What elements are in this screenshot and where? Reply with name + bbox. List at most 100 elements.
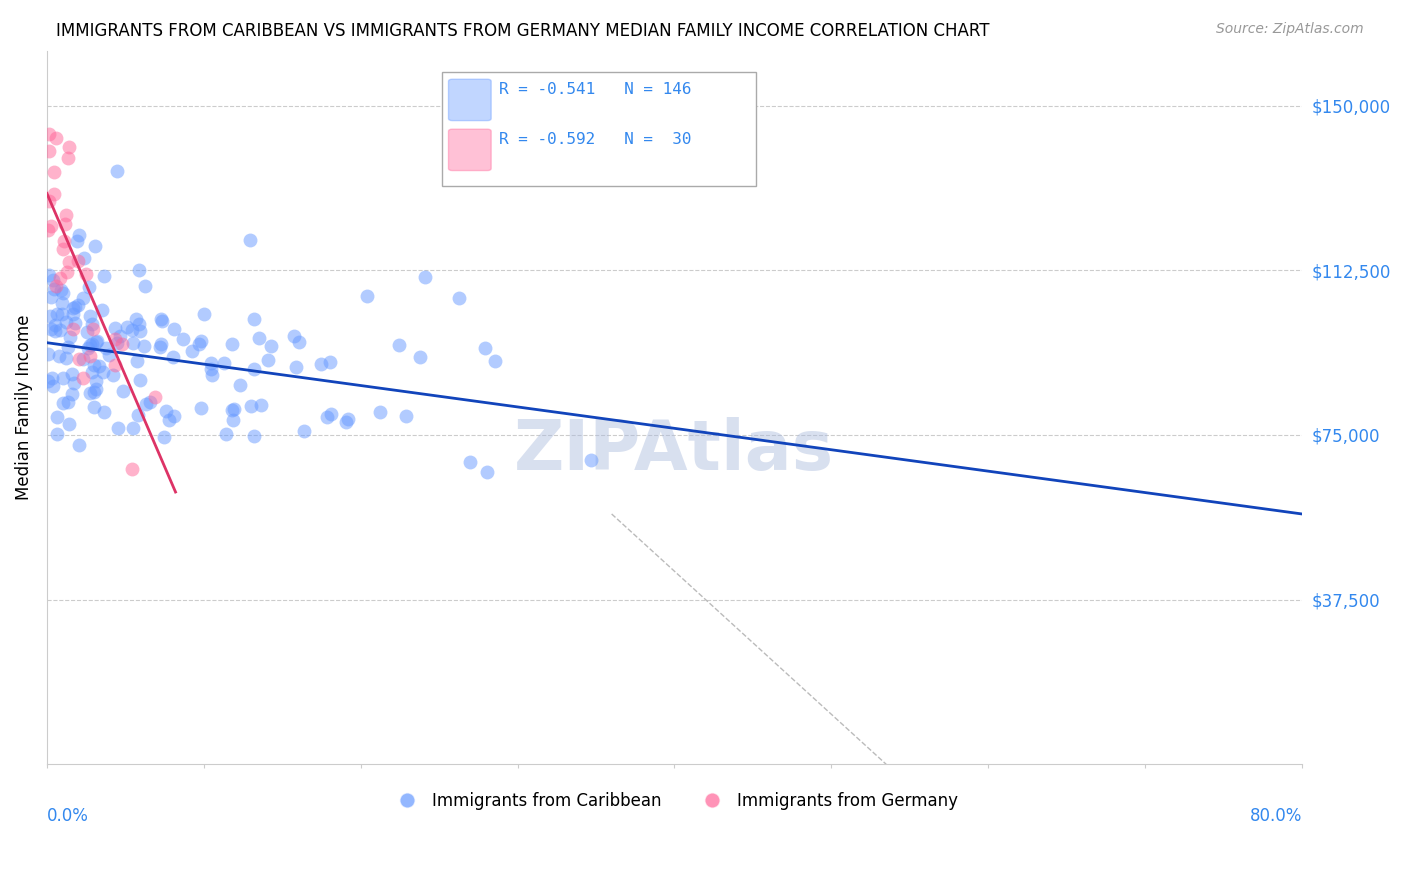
Point <box>91 303 114 318</box>
Point <box>52 396 75 410</box>
Point <box>58 140 80 154</box>
Point <box>67 254 90 268</box>
Point <box>86 334 108 349</box>
Point <box>37 374 59 388</box>
Point <box>44 324 66 338</box>
Point <box>77 341 100 355</box>
Point <box>474 341 496 355</box>
Point <box>242 362 264 376</box>
Point <box>77 280 100 294</box>
Point <box>128 317 150 331</box>
Point <box>104 320 127 334</box>
Point <box>51 296 73 310</box>
Point <box>315 410 337 425</box>
Point <box>190 401 212 416</box>
Point <box>129 373 152 387</box>
Point <box>319 407 342 421</box>
Point <box>37 347 59 361</box>
Text: 0.0%: 0.0% <box>46 807 89 825</box>
Point <box>45 279 67 293</box>
Point <box>79 309 101 323</box>
Point <box>104 359 127 373</box>
Point <box>215 427 238 442</box>
Point <box>318 355 340 369</box>
Point <box>84 382 107 396</box>
Point <box>56 395 79 409</box>
Point <box>356 289 378 303</box>
Point <box>44 318 66 333</box>
Point <box>122 421 145 435</box>
Point <box>45 307 67 321</box>
Point <box>67 298 90 312</box>
Point <box>150 313 173 327</box>
Point <box>67 438 90 452</box>
Point <box>39 219 62 233</box>
Point <box>243 428 266 442</box>
Point <box>105 164 128 178</box>
Point <box>73 251 96 265</box>
Point <box>45 410 67 425</box>
Point <box>200 356 222 370</box>
Point <box>97 348 120 362</box>
Point <box>82 317 104 331</box>
Point <box>55 316 77 330</box>
Point <box>335 415 357 429</box>
Text: R = -0.541   N = 146: R = -0.541 N = 146 <box>499 82 692 97</box>
Point <box>45 131 67 145</box>
Point <box>49 270 72 285</box>
Point <box>63 316 86 330</box>
Point <box>52 285 75 300</box>
Point <box>84 239 107 253</box>
Text: 80.0%: 80.0% <box>1250 807 1302 825</box>
Point <box>150 312 173 326</box>
Point <box>172 332 194 346</box>
Point <box>111 337 134 351</box>
Point <box>84 335 107 350</box>
Point <box>139 395 162 409</box>
Point <box>155 403 177 417</box>
Point <box>283 329 305 343</box>
Point <box>201 368 224 383</box>
Point <box>221 336 243 351</box>
Point <box>49 323 72 337</box>
Point <box>143 391 166 405</box>
Point <box>38 145 60 159</box>
Point <box>134 339 156 353</box>
FancyBboxPatch shape <box>443 72 756 186</box>
Point <box>150 337 173 351</box>
Point <box>103 368 125 383</box>
Point <box>180 343 202 358</box>
Point <box>285 360 308 375</box>
Point <box>447 291 470 305</box>
FancyBboxPatch shape <box>449 79 491 120</box>
Point <box>292 424 315 438</box>
Point <box>337 412 360 426</box>
Point <box>128 324 150 338</box>
Point <box>55 351 77 366</box>
Point <box>108 329 131 343</box>
Point <box>135 397 157 411</box>
Point <box>105 336 128 351</box>
Point <box>83 400 105 414</box>
Point <box>56 151 79 165</box>
Legend: Immigrants from Caribbean, Immigrants from Germany: Immigrants from Caribbean, Immigrants fr… <box>384 785 965 816</box>
Point <box>82 322 104 336</box>
Point <box>53 217 76 231</box>
Point <box>87 359 110 373</box>
Point <box>188 337 211 351</box>
Point <box>157 413 180 427</box>
Point <box>221 402 243 417</box>
Point <box>148 341 170 355</box>
Point <box>91 365 114 379</box>
Point <box>60 387 83 401</box>
Point <box>368 405 391 419</box>
Point <box>38 268 60 283</box>
Point <box>193 307 215 321</box>
Point <box>247 331 270 345</box>
Point <box>58 417 80 431</box>
Y-axis label: Median Family Income: Median Family Income <box>15 315 32 500</box>
Point <box>257 353 280 368</box>
Point <box>125 353 148 368</box>
Text: IMMIGRANTS FROM CARIBBEAN VS IMMIGRANTS FROM GERMANY MEDIAN FAMILY INCOME CORREL: IMMIGRANTS FROM CARIBBEAN VS IMMIGRANTS … <box>56 22 990 40</box>
Point <box>62 301 84 316</box>
